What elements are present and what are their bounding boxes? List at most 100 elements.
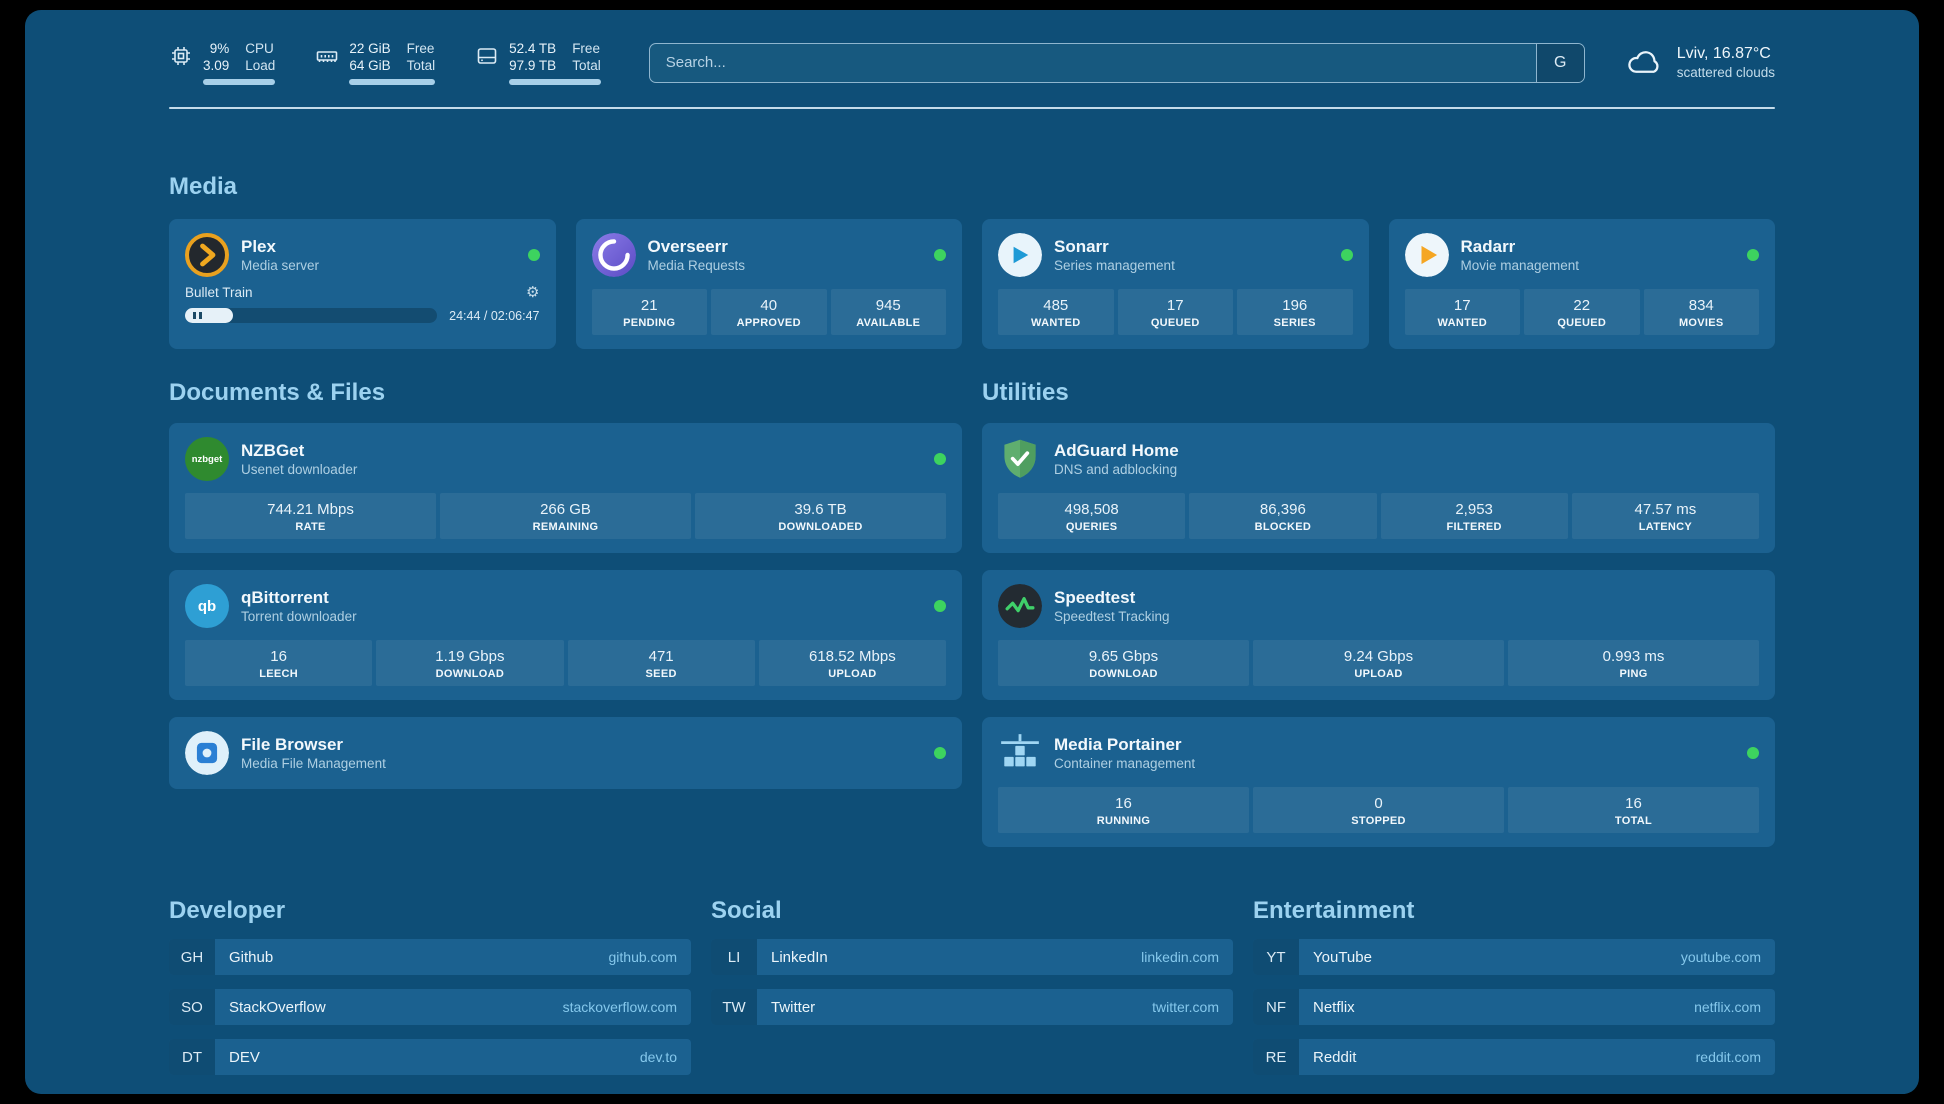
stat-value: 471 xyxy=(648,648,674,665)
bookmark-domain: twitter.com xyxy=(1152,999,1219,1015)
bookmark-dev[interactable]: DT DEV dev.to xyxy=(169,1039,691,1075)
qbittorrent-icon: qb xyxy=(185,584,229,628)
stat-label: SEED xyxy=(645,668,677,680)
adguard-card[interactable]: AdGuard Home DNS and adblocking 498,508 … xyxy=(982,423,1775,553)
stat-label: UPLOAD xyxy=(828,668,877,680)
stat-label: REMAINING xyxy=(532,521,599,533)
stat-label: UPLOAD xyxy=(1354,668,1403,680)
bookmark-domain: linkedin.com xyxy=(1141,949,1219,965)
plex-card[interactable]: Plex Media server Bullet Train ⚙ 24:44 /… xyxy=(169,219,556,349)
stat-tile: 16 RUNNING xyxy=(998,787,1249,833)
stat-value: 744.21 Mbps xyxy=(267,501,354,518)
ram-progress-bar xyxy=(349,79,436,85)
disk-metric: 52.4 TB Free 97.9 TB Total xyxy=(475,40,601,85)
portainer-card[interactable]: Media Portainer Container management 16 … xyxy=(982,717,1775,847)
radarr-card[interactable]: Radarr Movie management 17 WANTED 22 QUE… xyxy=(1388,219,1775,349)
cpu-metric: 9% CPU 3.09 Load xyxy=(169,40,276,85)
ram-free-label: Free xyxy=(406,41,435,56)
app-subtitle: Speedtest Tracking xyxy=(1054,609,1170,624)
stat-value: 16 xyxy=(270,648,287,665)
bookmark-domain: dev.to xyxy=(639,1049,677,1065)
search-engine-button[interactable]: G xyxy=(1535,43,1584,82)
stat-value: 17 xyxy=(1453,297,1471,314)
stat-value: 9.24 Gbps xyxy=(1343,648,1414,665)
app-subtitle: Series management xyxy=(1054,258,1175,273)
bookmark-netflix[interactable]: NF Netflix netflix.com xyxy=(1253,989,1775,1025)
disk-total-value: 97.9 TB xyxy=(509,58,557,73)
playback-time: 24:44 / 02:06:47 xyxy=(449,308,540,323)
disk-icon xyxy=(475,44,499,68)
stat-tile: 498,508 QUERIES xyxy=(998,493,1186,539)
overseerr-icon xyxy=(591,233,636,277)
bookmark-linkedin[interactable]: LI LinkedIn linkedin.com xyxy=(711,939,1233,975)
stat-label: MOVIES xyxy=(1678,317,1724,329)
cloud-icon xyxy=(1625,48,1665,78)
stat-tile: 485 WANTED xyxy=(998,289,1114,335)
playback-progress-bar[interactable] xyxy=(185,308,438,323)
cpu-value: 9% xyxy=(209,41,230,56)
stat-tile: 266 GB REMAINING xyxy=(440,493,691,539)
stat-label: RATE xyxy=(295,521,326,533)
stat-value: 618.52 Mbps xyxy=(809,648,896,665)
overseerr-card[interactable]: Overseerr Media Requests 21 PENDING 40 A… xyxy=(575,219,962,349)
nzbget-icon-text: nzbget xyxy=(191,453,223,465)
stat-label: QUEUED xyxy=(1557,317,1607,329)
status-dot xyxy=(934,249,946,261)
stat-label: WANTED xyxy=(1031,317,1081,329)
stat-value: 47.57 ms xyxy=(1634,501,1697,518)
speedtest-icon xyxy=(998,584,1042,628)
stat-value: 0.993 ms xyxy=(1602,648,1665,665)
app-title: Speedtest xyxy=(1054,588,1136,607)
stat-label: DOWNLOAD xyxy=(435,668,505,680)
bookmark-github[interactable]: GH Github github.com xyxy=(169,939,691,975)
stat-label: LEECH xyxy=(259,668,299,680)
app-subtitle: Media server xyxy=(241,258,320,273)
stat-label: SERIES xyxy=(1273,317,1316,329)
bookmark-twitter[interactable]: TW Twitter twitter.com xyxy=(711,989,1233,1025)
bookmark-name: DEV xyxy=(229,1048,260,1066)
stat-tile: 17 WANTED xyxy=(1404,289,1520,335)
status-dot xyxy=(1340,249,1353,261)
developer-section-title: Developer xyxy=(169,897,286,924)
search-input[interactable] xyxy=(649,43,1536,82)
disk-total-label: Total xyxy=(572,58,601,73)
status-dot xyxy=(1747,249,1759,261)
app-subtitle: Usenet downloader xyxy=(241,462,358,477)
sonarr-icon xyxy=(998,233,1042,277)
disk-progress-bar xyxy=(509,79,601,85)
status-dot xyxy=(527,249,540,261)
gear-icon[interactable]: ⚙ xyxy=(526,284,540,301)
stat-value: 498,508 xyxy=(1064,501,1119,518)
plex-icon xyxy=(185,233,229,277)
qbittorrent-icon-text: qb xyxy=(197,597,217,615)
now-playing-title: Bullet Train xyxy=(185,285,253,300)
bookmark-stackoverflow[interactable]: SO StackOverflow stackoverflow.com xyxy=(169,989,691,1025)
bookmarks: Developer GH Github github.com SO StackO… xyxy=(169,897,1775,1075)
stat-value: 16 xyxy=(1115,795,1132,812)
stat-tile: 196 SERIES xyxy=(1237,289,1353,335)
nzbget-card[interactable]: nzbget NZBGet Usenet downloader 744.21 M… xyxy=(169,423,962,553)
filebrowser-card[interactable]: File Browser Media File Management xyxy=(169,717,962,789)
app-title: File Browser xyxy=(241,735,344,754)
bookmark-youtube[interactable]: YT YouTube youtube.com xyxy=(1253,939,1775,975)
app-title: Media Portainer xyxy=(1054,735,1182,754)
search-bar[interactable]: G xyxy=(648,42,1585,83)
stat-label: BLOCKED xyxy=(1254,521,1312,533)
bookmark-abbr: NF xyxy=(1253,989,1299,1025)
stat-value: 2,953 xyxy=(1455,501,1493,518)
pause-icon[interactable] xyxy=(193,312,202,319)
sonarr-card[interactable]: Sonarr Series management 485 WANTED 17 Q… xyxy=(982,219,1369,349)
stat-tile: 16 TOTAL xyxy=(1508,787,1759,833)
stat-tile: 471 SEED xyxy=(567,640,755,686)
stat-value: 16 xyxy=(1625,795,1642,812)
stat-value: 834 xyxy=(1688,297,1714,314)
cpu-icon xyxy=(169,44,193,68)
qbittorrent-card[interactable]: qb qBittorrent Torrent downloader 16 LEE… xyxy=(169,570,962,700)
middle-columns: Documents & Files nzbget NZBGet Usenet d… xyxy=(169,379,1775,847)
speedtest-card[interactable]: Speedtest Speedtest Tracking 9.65 Gbps D… xyxy=(982,570,1775,700)
bookmark-reddit[interactable]: RE Reddit reddit.com xyxy=(1253,1039,1775,1075)
nzbget-icon: nzbget xyxy=(185,437,229,481)
bookmark-abbr: RE xyxy=(1253,1039,1299,1075)
stat-tile: 744.21 Mbps RATE xyxy=(185,493,436,539)
stat-tile: 47.57 ms LATENCY xyxy=(1571,493,1759,539)
